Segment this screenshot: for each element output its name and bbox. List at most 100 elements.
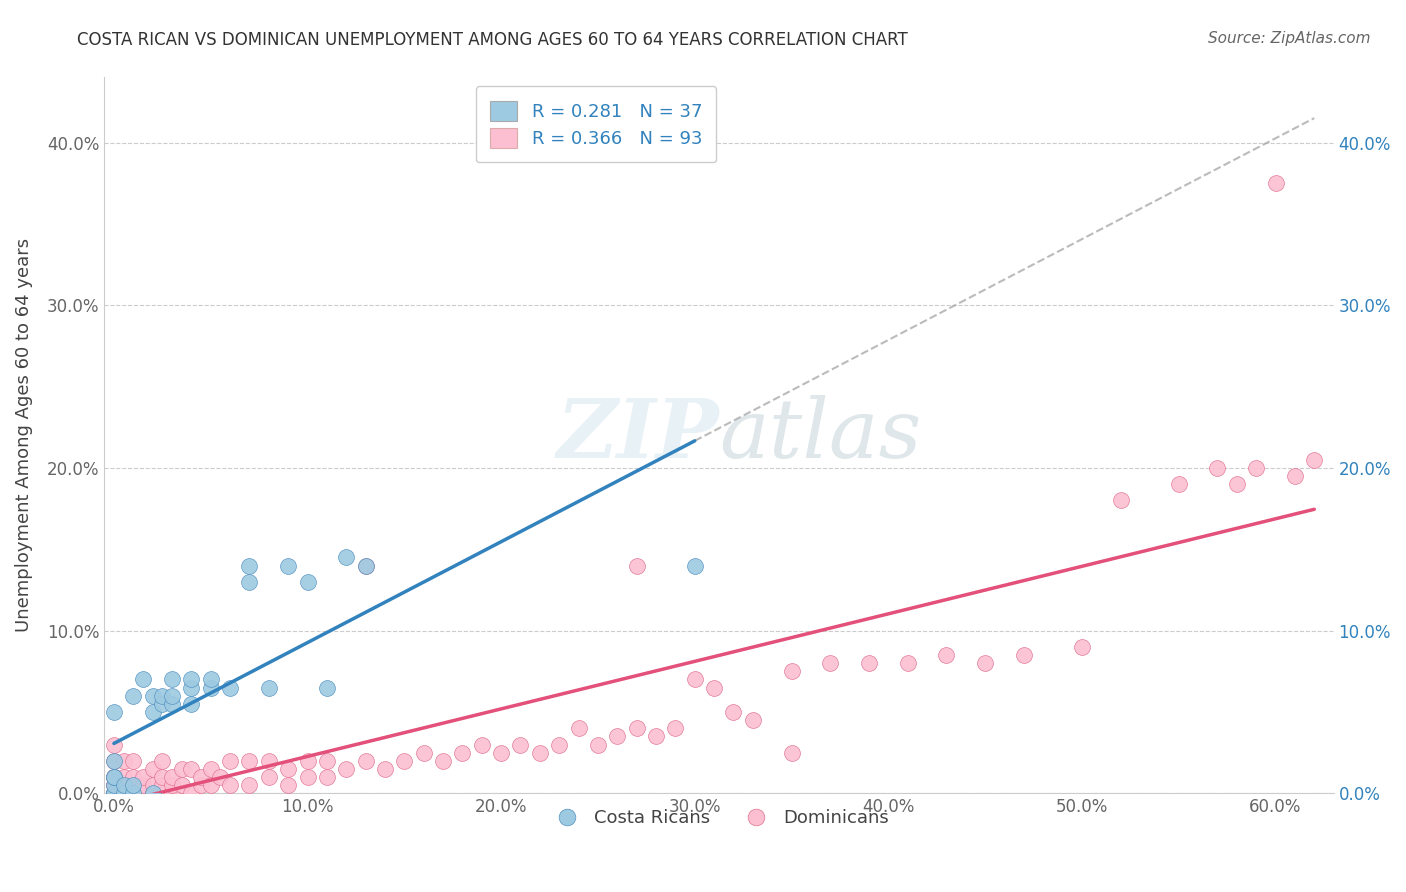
Point xyxy=(219,778,242,792)
Point xyxy=(974,656,997,670)
Point xyxy=(1303,452,1326,467)
Point xyxy=(354,754,377,768)
Point xyxy=(180,673,202,687)
Point xyxy=(160,770,183,784)
Point xyxy=(142,786,165,800)
Point xyxy=(103,770,125,784)
Point xyxy=(103,778,125,792)
Point xyxy=(190,778,212,792)
Point xyxy=(606,730,628,744)
Point xyxy=(1109,493,1132,508)
Point xyxy=(257,681,280,695)
Point xyxy=(103,770,125,784)
Point xyxy=(683,558,706,573)
Point xyxy=(103,778,125,792)
Point xyxy=(568,721,591,735)
Point xyxy=(170,762,193,776)
Point xyxy=(316,681,339,695)
Point xyxy=(354,558,377,573)
Point xyxy=(103,754,125,768)
Point xyxy=(103,770,125,784)
Point xyxy=(150,697,173,711)
Text: Source: ZipAtlas.com: Source: ZipAtlas.com xyxy=(1208,31,1371,46)
Point xyxy=(103,770,125,784)
Point xyxy=(1244,461,1267,475)
Point xyxy=(132,673,155,687)
Point xyxy=(200,778,222,792)
Point xyxy=(1071,640,1094,654)
Point xyxy=(897,656,920,670)
Point xyxy=(150,754,173,768)
Point xyxy=(489,746,512,760)
Point xyxy=(297,754,319,768)
Point xyxy=(112,786,135,800)
Point xyxy=(335,762,357,776)
Point xyxy=(238,754,260,768)
Point xyxy=(132,786,155,800)
Point xyxy=(1284,469,1306,483)
Point xyxy=(150,778,173,792)
Point xyxy=(160,786,183,800)
Point xyxy=(103,786,125,800)
Point xyxy=(112,754,135,768)
Point xyxy=(160,778,183,792)
Point xyxy=(122,689,145,703)
Point xyxy=(180,762,202,776)
Point xyxy=(160,697,183,711)
Point xyxy=(780,665,803,679)
Point xyxy=(150,770,173,784)
Point xyxy=(103,705,125,719)
Point xyxy=(103,786,125,800)
Point xyxy=(257,754,280,768)
Point xyxy=(103,754,125,768)
Point xyxy=(394,754,416,768)
Point xyxy=(316,770,339,784)
Point xyxy=(142,786,165,800)
Point xyxy=(142,778,165,792)
Legend: Costa Ricans, Dominicans: Costa Ricans, Dominicans xyxy=(543,802,896,834)
Point xyxy=(645,730,668,744)
Point xyxy=(112,786,135,800)
Point xyxy=(112,786,135,800)
Point xyxy=(277,778,299,792)
Point xyxy=(103,786,125,800)
Point xyxy=(626,721,648,735)
Point xyxy=(316,754,339,768)
Point xyxy=(374,762,396,776)
Point xyxy=(142,762,165,776)
Point xyxy=(509,738,531,752)
Point xyxy=(277,558,299,573)
Point xyxy=(297,770,319,784)
Point xyxy=(122,778,145,792)
Point xyxy=(103,738,125,752)
Point xyxy=(200,762,222,776)
Point xyxy=(142,689,165,703)
Point xyxy=(180,697,202,711)
Point xyxy=(103,786,125,800)
Point xyxy=(335,550,357,565)
Point xyxy=(723,705,745,719)
Point xyxy=(112,778,135,792)
Point xyxy=(122,786,145,800)
Point xyxy=(780,746,803,760)
Point xyxy=(277,762,299,776)
Point xyxy=(122,778,145,792)
Point xyxy=(103,786,125,800)
Point xyxy=(1167,477,1189,491)
Point xyxy=(103,786,125,800)
Point xyxy=(112,770,135,784)
Point xyxy=(703,681,725,695)
Point xyxy=(180,786,202,800)
Y-axis label: Unemployment Among Ages 60 to 64 years: Unemployment Among Ages 60 to 64 years xyxy=(15,238,32,632)
Point xyxy=(103,770,125,784)
Point xyxy=(1264,176,1286,190)
Point xyxy=(412,746,434,760)
Point xyxy=(150,689,173,703)
Point xyxy=(626,558,648,573)
Point xyxy=(471,738,494,752)
Point xyxy=(160,673,183,687)
Point xyxy=(200,681,222,695)
Point xyxy=(209,770,232,784)
Point xyxy=(160,689,183,703)
Text: ZIP: ZIP xyxy=(557,395,718,475)
